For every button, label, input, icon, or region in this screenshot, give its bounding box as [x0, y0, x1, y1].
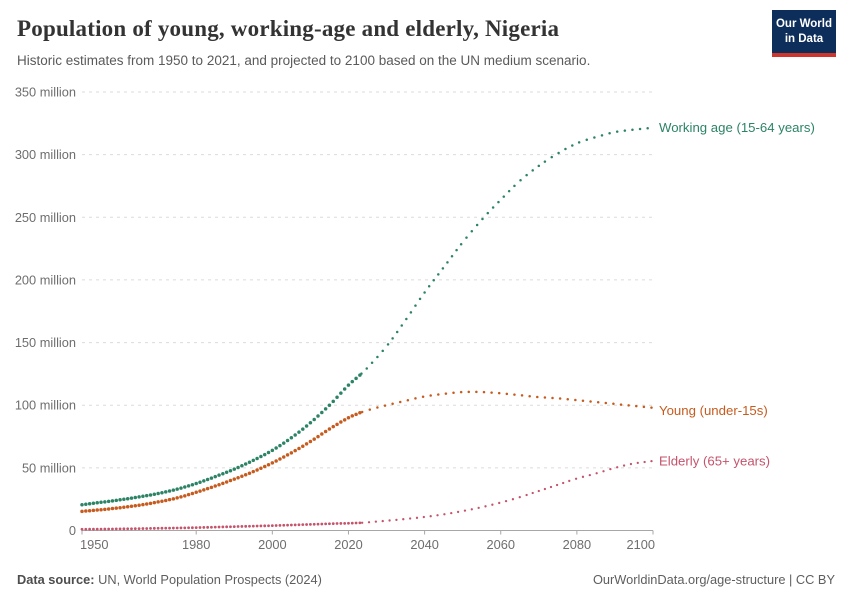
svg-text:150 million: 150 million	[15, 335, 76, 350]
svg-text:2040: 2040	[410, 537, 438, 552]
series-label-2: Elderly (65+ years)	[659, 453, 770, 468]
svg-text:2060: 2060	[486, 537, 514, 552]
credit-link[interactable]: OurWorldinData.org/age-structure | CC BY	[592, 572, 835, 587]
owid-logo-line1: Our World	[775, 18, 832, 30]
svg-text:0: 0	[69, 523, 76, 538]
chart-footer: Data source: UN, World Population Prospe…	[17, 572, 835, 587]
owid-logo[interactable]: Our World in Data	[772, 10, 836, 57]
series-label-0: Working age (15-64 years)	[659, 120, 815, 135]
page-title: Population of young, working-age and eld…	[17, 16, 560, 41]
svg-text:2000: 2000	[258, 537, 286, 552]
series-label-1: Young (under-15s)	[659, 403, 768, 418]
series-0	[80, 126, 649, 507]
svg-text:50 million: 50 million	[22, 460, 76, 475]
page-subtitle: Historic estimates from 1950 to 2021, an…	[17, 53, 591, 68]
svg-text:300 million: 300 million	[15, 147, 76, 162]
series-2	[80, 460, 653, 531]
svg-text:100 million: 100 million	[15, 398, 76, 413]
svg-text:2020: 2020	[334, 537, 362, 552]
data-source-note: Data source: UN, World Population Prospe…	[17, 572, 322, 587]
svg-text:250 million: 250 million	[15, 210, 76, 225]
svg-text:350 million: 350 million	[15, 85, 76, 100]
y-gridlines	[82, 91, 653, 531]
owid-logo-line2: in Data	[784, 32, 824, 45]
y-axis-labels: 0 50 million 100 million 150 million 200 mil…	[15, 85, 76, 539]
svg-text:1980: 1980	[182, 537, 210, 552]
svg-text:200 million: 200 million	[15, 272, 76, 287]
x-axis-labels: 1950 1980 2000 2020 2040 2060 2080 2100	[80, 537, 655, 552]
series-1	[80, 390, 653, 514]
data-source-text: UN, World Population Prospects (2024)	[94, 572, 322, 587]
svg-text:1950: 1950	[80, 537, 108, 552]
data-source-label: Data source:	[17, 572, 95, 587]
x-axis-ticks	[81, 530, 654, 535]
svg-text:2100: 2100	[627, 537, 655, 552]
svg-text:2080: 2080	[563, 537, 591, 552]
